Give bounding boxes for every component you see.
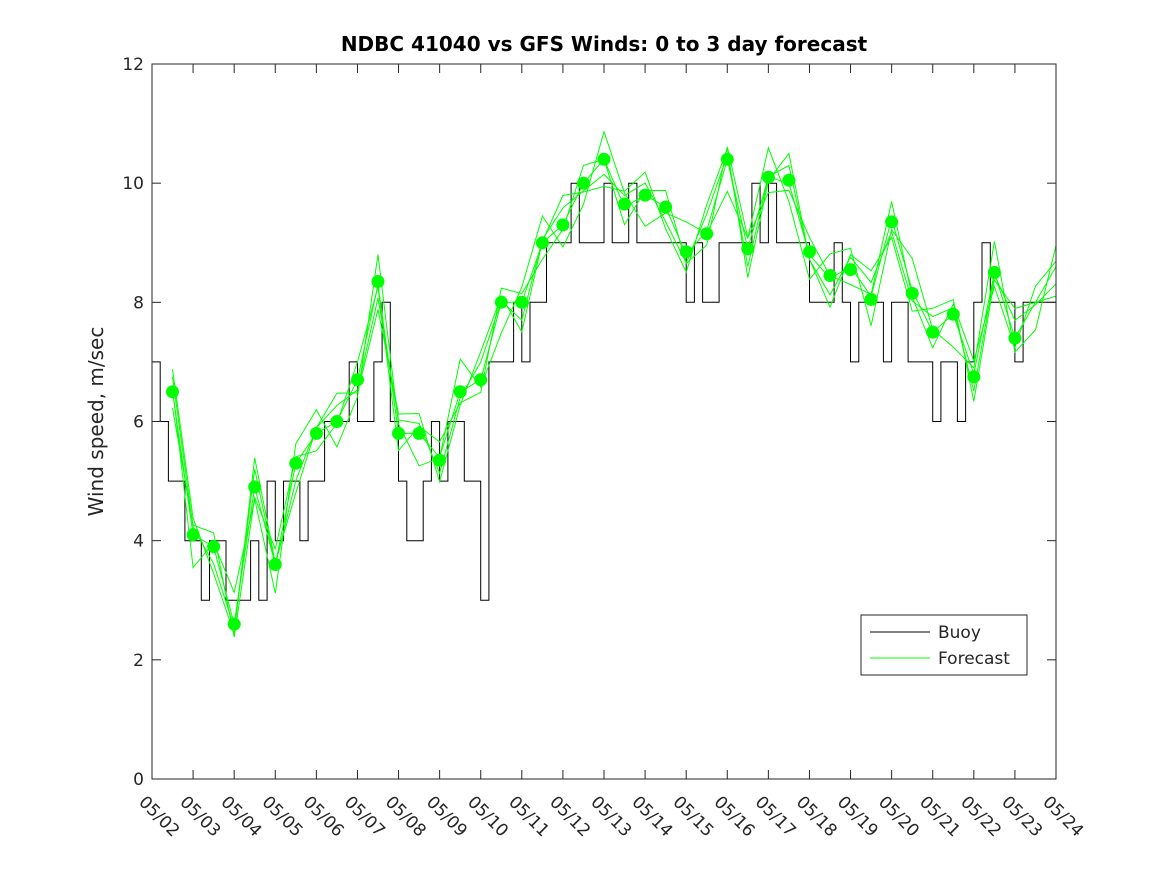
plot-content <box>152 130 1057 638</box>
forecast-marker <box>618 197 631 211</box>
y-tick-label: 10 <box>122 174 144 194</box>
forecast-marker <box>166 385 179 399</box>
forecast-marker <box>268 558 282 571</box>
y-tick-label: 8 <box>133 293 144 313</box>
forecast-marker <box>1008 331 1022 345</box>
forecast-marker <box>844 263 857 277</box>
forecast-marker <box>638 188 652 202</box>
forecast-marker <box>433 453 447 467</box>
forecast-marker <box>864 292 878 306</box>
forecast-marker <box>885 215 899 229</box>
forecast-marker <box>412 426 426 440</box>
forecast-marker <box>761 170 775 184</box>
forecast-marker <box>515 295 529 309</box>
forecast-marker <box>926 325 940 339</box>
forecast-marker <box>248 480 262 494</box>
forecast-marker <box>577 176 590 190</box>
forecast-marker <box>494 295 508 309</box>
legend: Buoy Forecast <box>860 614 1028 676</box>
legend-label-forecast: Forecast <box>938 649 1010 669</box>
forecast-marker <box>597 152 611 166</box>
y-tick-label: 12 <box>122 55 144 75</box>
forecast-marker <box>967 370 981 384</box>
forecast-marker <box>392 426 405 440</box>
y-tick-label: 0 <box>133 770 144 790</box>
forecast-marker <box>207 540 221 554</box>
forecast-marker <box>679 245 693 259</box>
forecast-marker <box>289 456 303 470</box>
y-tick-label: 2 <box>133 651 144 671</box>
chart-title: NDBC 41040 vs GFS Winds: 0 to 3 day fore… <box>341 32 868 56</box>
series-line-forecast-2 <box>172 146 1057 638</box>
series-line-forecast-3 <box>172 130 1057 594</box>
forecast-marker <box>351 373 364 387</box>
forecast-marker <box>556 218 570 232</box>
forecast-marker <box>227 617 241 631</box>
legend-box <box>860 614 1028 676</box>
forecast-marker <box>309 426 323 440</box>
forecast-marker <box>720 152 734 166</box>
forecast-marker <box>535 236 549 250</box>
forecast-marker <box>330 415 344 428</box>
forecast-marker <box>823 269 837 282</box>
forecast-marker <box>453 385 467 399</box>
forecast-marker <box>659 200 673 214</box>
forecast-marker <box>371 275 385 288</box>
forecast-marker <box>946 307 960 321</box>
legend-label-buoy: Buoy <box>938 623 981 643</box>
forecast-marker <box>186 528 200 542</box>
forecast-marker <box>803 245 816 259</box>
y-axis-label: Wind speed, m/sec <box>84 327 108 517</box>
series-line-buoy <box>152 182 1056 601</box>
forecast-marker <box>741 242 755 256</box>
forecast-marker <box>474 373 488 387</box>
forecast-marker <box>987 266 1001 279</box>
forecast-marker <box>700 227 714 241</box>
forecast-marker <box>782 173 796 187</box>
y-tick-label: 6 <box>133 413 144 433</box>
forecast-marker <box>905 286 919 300</box>
y-axis: 0 2 4 6 8 10 12 <box>122 55 1056 790</box>
y-tick-label: 4 <box>133 532 144 552</box>
